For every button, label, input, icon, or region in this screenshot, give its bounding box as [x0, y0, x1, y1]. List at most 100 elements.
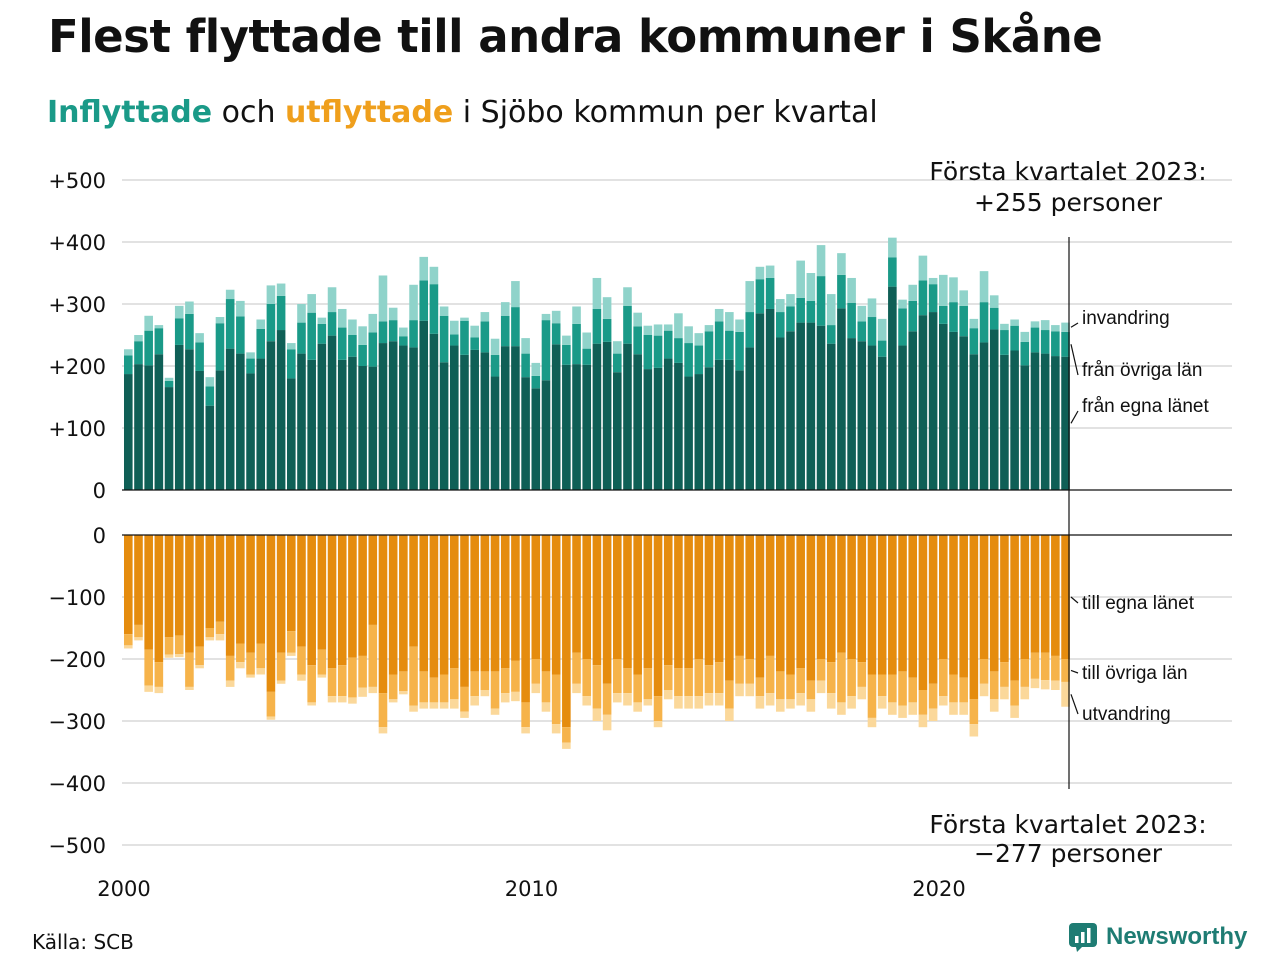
bar-inflyttade-ovriga-lan	[541, 320, 551, 381]
bar-utflyttade-egna-lanet	[205, 535, 215, 628]
bar-inflyttade-invandring	[1020, 331, 1030, 342]
series-label-out: till övriga län	[1082, 663, 1188, 684]
subtitle-och: och	[212, 95, 285, 130]
bar-inflyttade-egna-lanet	[205, 405, 215, 490]
bar-inflyttade-ovriga-lan	[714, 321, 724, 360]
bar-utflyttade-ovriga-lan	[439, 674, 449, 703]
bar-inflyttade-egna-lanet	[246, 373, 255, 490]
bar-inflyttade-egna-lanet	[521, 377, 530, 490]
bar-inflyttade-egna-lanet	[776, 337, 785, 490]
bar-inflyttade-egna-lanet	[378, 343, 388, 490]
bar-inflyttade-ovriga-lan	[480, 321, 490, 353]
bar-utflyttade-ovriga-lan	[541, 671, 551, 703]
bar-inflyttade-egna-lanet	[480, 352, 490, 490]
y-tick-label: −300	[48, 710, 106, 734]
bar-inflyttade-ovriga-lan	[460, 320, 469, 355]
bar-utflyttade-ovriga-lan	[144, 649, 153, 686]
bar-inflyttade-invandring	[979, 271, 989, 303]
bar-utflyttade-egna-lanet	[1040, 535, 1050, 653]
bar-inflyttade-egna-lanet	[225, 348, 235, 490]
bar-utflyttade-ovriga-lan	[969, 699, 979, 725]
bar-inflyttade-ovriga-lan	[266, 304, 276, 342]
bar-utflyttade-ovriga-lan	[562, 727, 571, 743]
bar-inflyttade-egna-lanet	[704, 367, 714, 490]
bar-utflyttade-ovriga-lan	[857, 662, 867, 687]
bar-inflyttade-ovriga-lan	[928, 284, 938, 313]
bar-inflyttade-invandring	[470, 325, 479, 338]
bar-utflyttade-ovriga-lan	[674, 668, 683, 697]
bar-utflyttade-egna-lanet	[124, 535, 133, 635]
bar-utflyttade-ovriga-lan	[582, 659, 592, 697]
series-leader-line	[1070, 669, 1079, 674]
bar-utflyttade-utvandring	[297, 674, 306, 681]
bar-utflyttade-egna-lanet	[225, 535, 235, 656]
bar-utflyttade-ovriga-lan	[592, 665, 602, 709]
bar-utflyttade-egna-lanet	[154, 535, 164, 663]
bar-inflyttade-ovriga-lan	[409, 320, 418, 348]
y-tick-label: +500	[48, 169, 106, 193]
bar-utflyttade-utvandring	[246, 674, 255, 678]
series-leader-line	[1070, 322, 1079, 328]
bar-inflyttade-egna-lanet	[806, 322, 816, 490]
bar-utflyttade-egna-lanet	[439, 535, 449, 675]
y-tick-label: −100	[48, 586, 106, 610]
bar-utflyttade-egna-lanet	[806, 535, 816, 681]
bar-utflyttade-utvandring	[409, 705, 418, 712]
bar-inflyttade-egna-lanet	[684, 376, 693, 490]
bar-inflyttade-invandring	[704, 325, 714, 332]
bar-utflyttade-utvandring	[419, 702, 429, 709]
bar-inflyttade-invandring	[776, 299, 785, 313]
bar-inflyttade-invandring	[337, 308, 347, 328]
series-leader-line	[1070, 596, 1079, 604]
bar-inflyttade-invandring	[1010, 319, 1019, 326]
bar-inflyttade-invandring	[317, 317, 327, 324]
bar-utflyttade-ovriga-lan	[419, 671, 429, 703]
bar-utflyttade-egna-lanet	[745, 535, 755, 659]
bar-inflyttade-invandring	[623, 287, 632, 306]
bar-inflyttade-ovriga-lan	[704, 331, 714, 368]
bar-utflyttade-utvandring	[694, 696, 704, 709]
bar-inflyttade-invandring	[256, 319, 266, 329]
bar-utflyttade-utvandring	[266, 716, 276, 720]
bar-inflyttade-ovriga-lan	[470, 337, 479, 350]
bar-utflyttade-utvandring	[1030, 678, 1040, 689]
bar-utflyttade-egna-lanet	[297, 535, 306, 647]
bar-utflyttade-egna-lanet	[653, 535, 663, 697]
bar-utflyttade-ovriga-lan	[317, 649, 327, 675]
bar-utflyttade-utvandring	[185, 686, 194, 690]
bar-inflyttade-ovriga-lan	[205, 386, 215, 406]
brand[interactable]: Newsworthy	[1068, 922, 1247, 952]
bar-utflyttade-utvandring	[195, 665, 204, 669]
bar-inflyttade-ovriga-lan	[572, 323, 581, 365]
bar-utflyttade-utvandring	[837, 702, 846, 715]
bar-inflyttade-invandring	[735, 319, 744, 332]
bar-inflyttade-invandring	[877, 318, 887, 341]
bar-inflyttade-egna-lanet	[1061, 356, 1070, 490]
bar-utflyttade-egna-lanet	[888, 535, 897, 675]
bar-inflyttade-invandring	[562, 335, 571, 345]
bar-inflyttade-egna-lanet	[470, 349, 479, 490]
bar-inflyttade-ovriga-lan	[674, 338, 683, 363]
chart-title: Flest flyttade till andra kommuner i Skå…	[48, 10, 1103, 63]
bar-inflyttade-egna-lanet	[857, 341, 867, 490]
bar-inflyttade-egna-lanet	[236, 353, 245, 490]
bar-utflyttade-utvandring	[623, 693, 632, 706]
bar-utflyttade-utvandring	[898, 705, 907, 718]
bar-utflyttade-utvandring	[745, 683, 755, 697]
bar-utflyttade-egna-lanet	[276, 535, 286, 653]
bar-utflyttade-utvandring	[939, 696, 948, 706]
bar-utflyttade-egna-lanet	[358, 535, 367, 656]
bar-utflyttade-ovriga-lan	[623, 668, 632, 694]
bar-utflyttade-utvandring	[725, 708, 734, 721]
bar-inflyttade-ovriga-lan	[979, 302, 989, 343]
series-label-in: från övriga län	[1082, 360, 1202, 381]
bar-utflyttade-utvandring	[949, 702, 958, 715]
bar-inflyttade-ovriga-lan	[847, 302, 856, 339]
bar-inflyttade-invandring	[633, 312, 642, 327]
bar-utflyttade-egna-lanet	[236, 535, 245, 644]
bar-utflyttade-utvandring	[154, 686, 164, 694]
bar-inflyttade-invandring	[643, 325, 653, 335]
y-tick-label: +300	[48, 293, 106, 317]
bar-inflyttade-ovriga-lan	[735, 331, 744, 371]
bar-inflyttade-ovriga-lan	[877, 340, 887, 357]
